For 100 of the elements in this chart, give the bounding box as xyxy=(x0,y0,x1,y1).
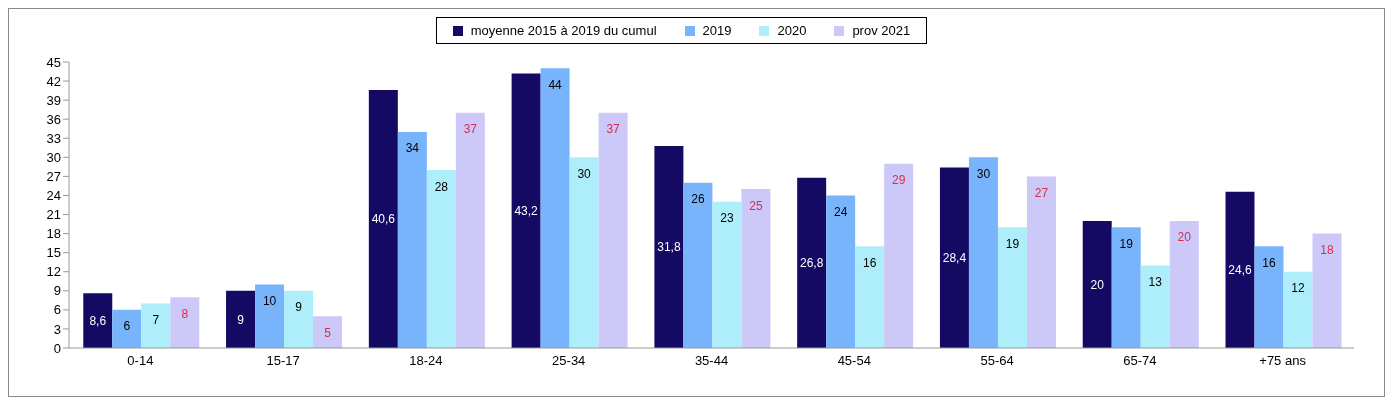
x-tick-label: 35-44 xyxy=(694,353,729,369)
y-tick-label: 39 xyxy=(46,92,61,108)
bar xyxy=(741,189,771,348)
legend-label: moyenne 2015 à 2019 du cumul xyxy=(469,23,657,38)
data-label: 44 xyxy=(548,77,563,92)
data-label: 30 xyxy=(577,166,592,181)
data-label: 43,2 xyxy=(514,203,539,218)
x-tick-label: 55-64 xyxy=(980,353,1014,369)
x-tick-label: 18-24 xyxy=(409,353,443,369)
y-tick-label: 15 xyxy=(46,245,61,261)
bar xyxy=(540,68,570,348)
data-label: 9 xyxy=(237,312,245,327)
bar xyxy=(1169,220,1199,348)
bar xyxy=(939,167,969,348)
x-tick-label: 0-14 xyxy=(127,353,154,369)
bar xyxy=(368,89,398,348)
y-tick-label: 6 xyxy=(53,302,61,318)
bar xyxy=(598,112,628,348)
y-tick-label: 21 xyxy=(46,207,61,223)
bar xyxy=(1283,271,1313,348)
bar xyxy=(712,201,742,348)
data-label: 7 xyxy=(152,313,160,328)
data-label: 19 xyxy=(1005,236,1020,251)
y-tick-label: 27 xyxy=(46,169,61,185)
data-label: 31,8 xyxy=(657,240,681,255)
x-tick-label: +75 ans xyxy=(1259,353,1307,369)
data-label: 26 xyxy=(691,192,705,207)
data-label: 6 xyxy=(123,319,131,334)
data-label: 30 xyxy=(976,166,991,181)
bar xyxy=(511,73,541,348)
data-label: 12 xyxy=(1291,281,1305,296)
data-label: 37 xyxy=(606,122,621,137)
data-label: 34 xyxy=(405,141,420,156)
bar xyxy=(1026,176,1056,348)
legend-label: 2020 xyxy=(776,23,807,38)
bar xyxy=(1111,227,1141,348)
data-label: 25 xyxy=(749,198,763,213)
bar xyxy=(1140,265,1170,348)
data-label: 10 xyxy=(262,293,277,308)
data-label: 18 xyxy=(1320,243,1334,258)
y-tick-label: 0 xyxy=(53,340,61,356)
bar xyxy=(83,293,113,348)
data-label: 29 xyxy=(891,173,906,188)
bar xyxy=(112,309,142,348)
bar xyxy=(683,182,713,348)
x-tick-label: 65-74 xyxy=(1123,353,1157,369)
data-label: 26,8 xyxy=(799,256,824,271)
data-label: 28,4 xyxy=(942,251,967,266)
bar xyxy=(654,145,684,348)
bar xyxy=(826,195,856,348)
data-label: 9 xyxy=(295,300,303,315)
y-tick-label: 12 xyxy=(46,264,61,280)
data-label: 19 xyxy=(1119,236,1134,251)
data-label: 24,6 xyxy=(1228,263,1252,278)
data-label: 13 xyxy=(1148,274,1163,289)
bar xyxy=(1312,233,1342,348)
data-label: 40,6 xyxy=(371,212,396,227)
y-tick-label: 45 xyxy=(46,54,61,70)
bar xyxy=(1082,220,1112,348)
bar xyxy=(455,112,485,348)
y-tick-label: 30 xyxy=(46,149,61,165)
data-label: 8 xyxy=(181,306,189,321)
x-tick-label: 25-34 xyxy=(552,353,586,369)
data-label: 28 xyxy=(434,179,449,194)
data-label: 24 xyxy=(833,204,848,219)
y-tick-label: 3 xyxy=(53,321,61,337)
y-tick-label: 36 xyxy=(46,111,61,127)
data-label: 27 xyxy=(1034,185,1049,200)
bar xyxy=(170,297,200,348)
data-label: 5 xyxy=(324,325,332,340)
bar xyxy=(141,303,171,348)
bar xyxy=(397,131,427,348)
bar xyxy=(226,290,256,348)
bar xyxy=(797,177,827,348)
bar xyxy=(284,290,314,348)
x-tick-label: 45-54 xyxy=(837,353,871,369)
data-label: 8,6 xyxy=(89,313,107,328)
legend-label: 2019 xyxy=(701,23,732,38)
bar xyxy=(313,316,343,348)
x-tick-label: 15-17 xyxy=(266,353,300,369)
bar xyxy=(1254,246,1284,348)
bar xyxy=(884,163,914,348)
bar xyxy=(569,157,599,348)
data-label: 20 xyxy=(1090,277,1105,292)
data-label: 16 xyxy=(1262,255,1276,270)
y-tick-label: 18 xyxy=(46,226,61,242)
bar xyxy=(997,227,1027,348)
legend-label: prov 2021 xyxy=(851,23,911,38)
bar xyxy=(426,170,456,348)
bar xyxy=(855,246,885,348)
data-label: 16 xyxy=(862,255,877,270)
bar xyxy=(255,284,285,348)
y-tick-label: 42 xyxy=(46,73,61,89)
y-tick-label: 9 xyxy=(53,283,61,299)
bar xyxy=(968,157,998,348)
data-label: 20 xyxy=(1177,230,1192,245)
y-tick-label: 33 xyxy=(46,130,61,146)
bar xyxy=(1225,191,1255,348)
data-label: 37 xyxy=(463,122,478,137)
y-tick-label: 24 xyxy=(46,188,61,204)
